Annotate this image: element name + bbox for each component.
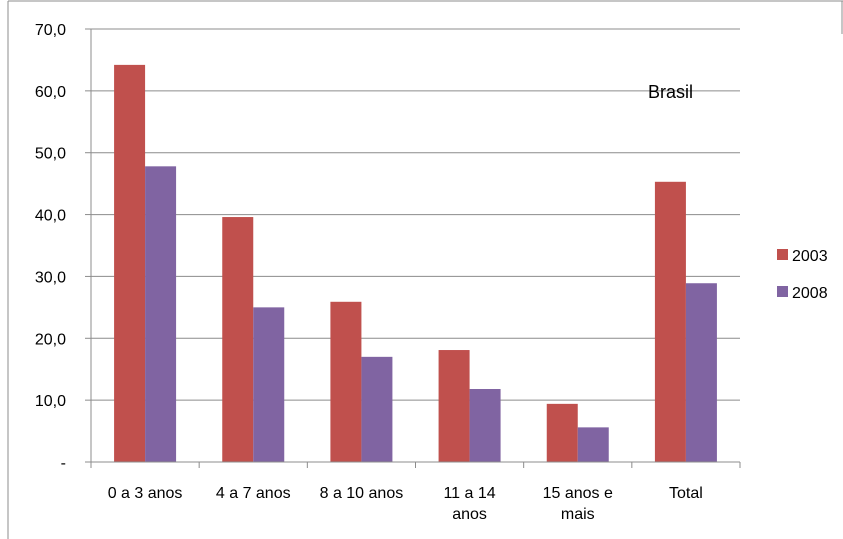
x-tick-label-line: 8 a 10 anos xyxy=(320,485,404,502)
x-tick-label-line: 11 a 14 xyxy=(443,485,495,502)
bar-2008 xyxy=(145,166,177,462)
y-tick-label: 40,0 xyxy=(35,208,66,225)
x-tick-label-line: 0 a 3 anos xyxy=(108,485,183,502)
bar-2008 xyxy=(253,307,285,462)
x-tick-label: 4 a 7 anos xyxy=(216,485,291,502)
x-tick-label-line: anos xyxy=(452,506,487,523)
bar-2008 xyxy=(577,427,609,462)
bar-2003 xyxy=(546,403,578,462)
y-tick-labels: - 10,0 20,0 30,0 40,0 50,0 60,0 70,0 xyxy=(35,22,66,472)
x-tick-label: 15 anos e mais xyxy=(543,485,613,523)
x-tick-labels: 0 a 3 anos 4 a 7 anos 8 a 10 anos 11 a 14 an… xyxy=(108,485,703,523)
bar-2003 xyxy=(438,350,470,462)
y-tick-label: 50,0 xyxy=(35,146,66,163)
axes xyxy=(85,28,741,468)
x-tick-label-line: mais xyxy=(561,506,595,523)
gridlines xyxy=(91,28,740,401)
legend-label-2008: 2008 xyxy=(792,285,828,302)
bar-2003 xyxy=(654,181,686,462)
y-tick-label: 10,0 xyxy=(35,393,66,410)
y-tick-label: 30,0 xyxy=(35,269,66,286)
bar-2003 xyxy=(222,217,254,462)
y-tick-label: 20,0 xyxy=(35,331,66,348)
annotation-brasil: Brasil xyxy=(648,82,693,102)
y-tick-label: 70,0 xyxy=(35,22,66,39)
legend: 2003 2008 xyxy=(777,248,828,302)
x-tick-label-line: 15 anos e xyxy=(543,485,613,502)
x-tick-label-line: Total xyxy=(669,485,703,502)
bar-2008 xyxy=(469,389,501,462)
legend-swatch-2008 xyxy=(777,286,788,297)
bar-2008 xyxy=(361,356,393,462)
bars xyxy=(114,64,717,463)
x-tick-label: 0 a 3 anos xyxy=(108,485,183,502)
x-tick-label-line: 4 a 7 anos xyxy=(216,485,291,502)
legend-label-2003: 2003 xyxy=(792,248,828,265)
x-tick-label: 8 a 10 anos xyxy=(320,485,404,502)
legend-swatch-2003 xyxy=(777,249,788,260)
x-tick-label: 11 a 14 anos xyxy=(443,485,495,523)
bar-2003 xyxy=(330,301,362,462)
y-tick-label: 60,0 xyxy=(35,84,66,101)
bar-2008 xyxy=(685,283,717,462)
y-tick-label: - xyxy=(61,455,66,472)
x-tick-label: Total xyxy=(669,485,703,502)
bar-2003 xyxy=(114,64,146,463)
